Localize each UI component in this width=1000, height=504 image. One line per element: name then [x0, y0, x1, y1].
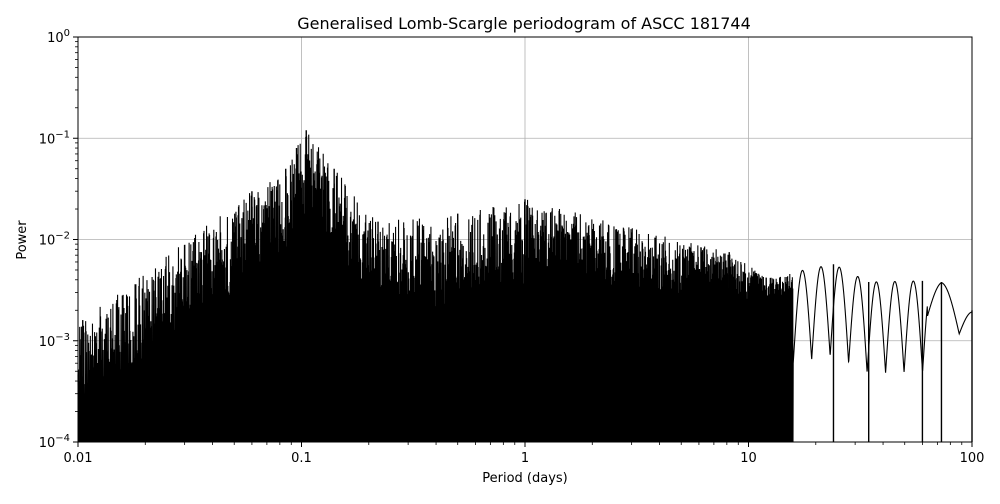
y-tick-label: 10−3: [39, 332, 70, 350]
x-tick-label: 0.1: [291, 451, 312, 466]
periodogram-series: [77, 130, 973, 443]
axis-ticks: 0.01 0.1 1 10 100 10−4 10−3 10−2 10−1 100: [39, 28, 985, 466]
x-tick-label: 1: [521, 451, 529, 466]
x-axis-label: Period (days): [482, 471, 568, 486]
y-axis-label: Power: [15, 220, 30, 260]
x-tick-label: 100: [960, 451, 985, 466]
y-tick-label: 10−4: [39, 433, 70, 451]
y-tick-label: 10−2: [39, 231, 70, 249]
x-tick-label: 10: [740, 451, 757, 466]
x-tick-label: 0.01: [64, 451, 93, 466]
y-tick-label: 10−1: [39, 129, 70, 147]
chart-title: Generalised Lomb-Scargle periodogram of …: [297, 14, 751, 33]
y-tick-label: 100: [47, 28, 70, 46]
